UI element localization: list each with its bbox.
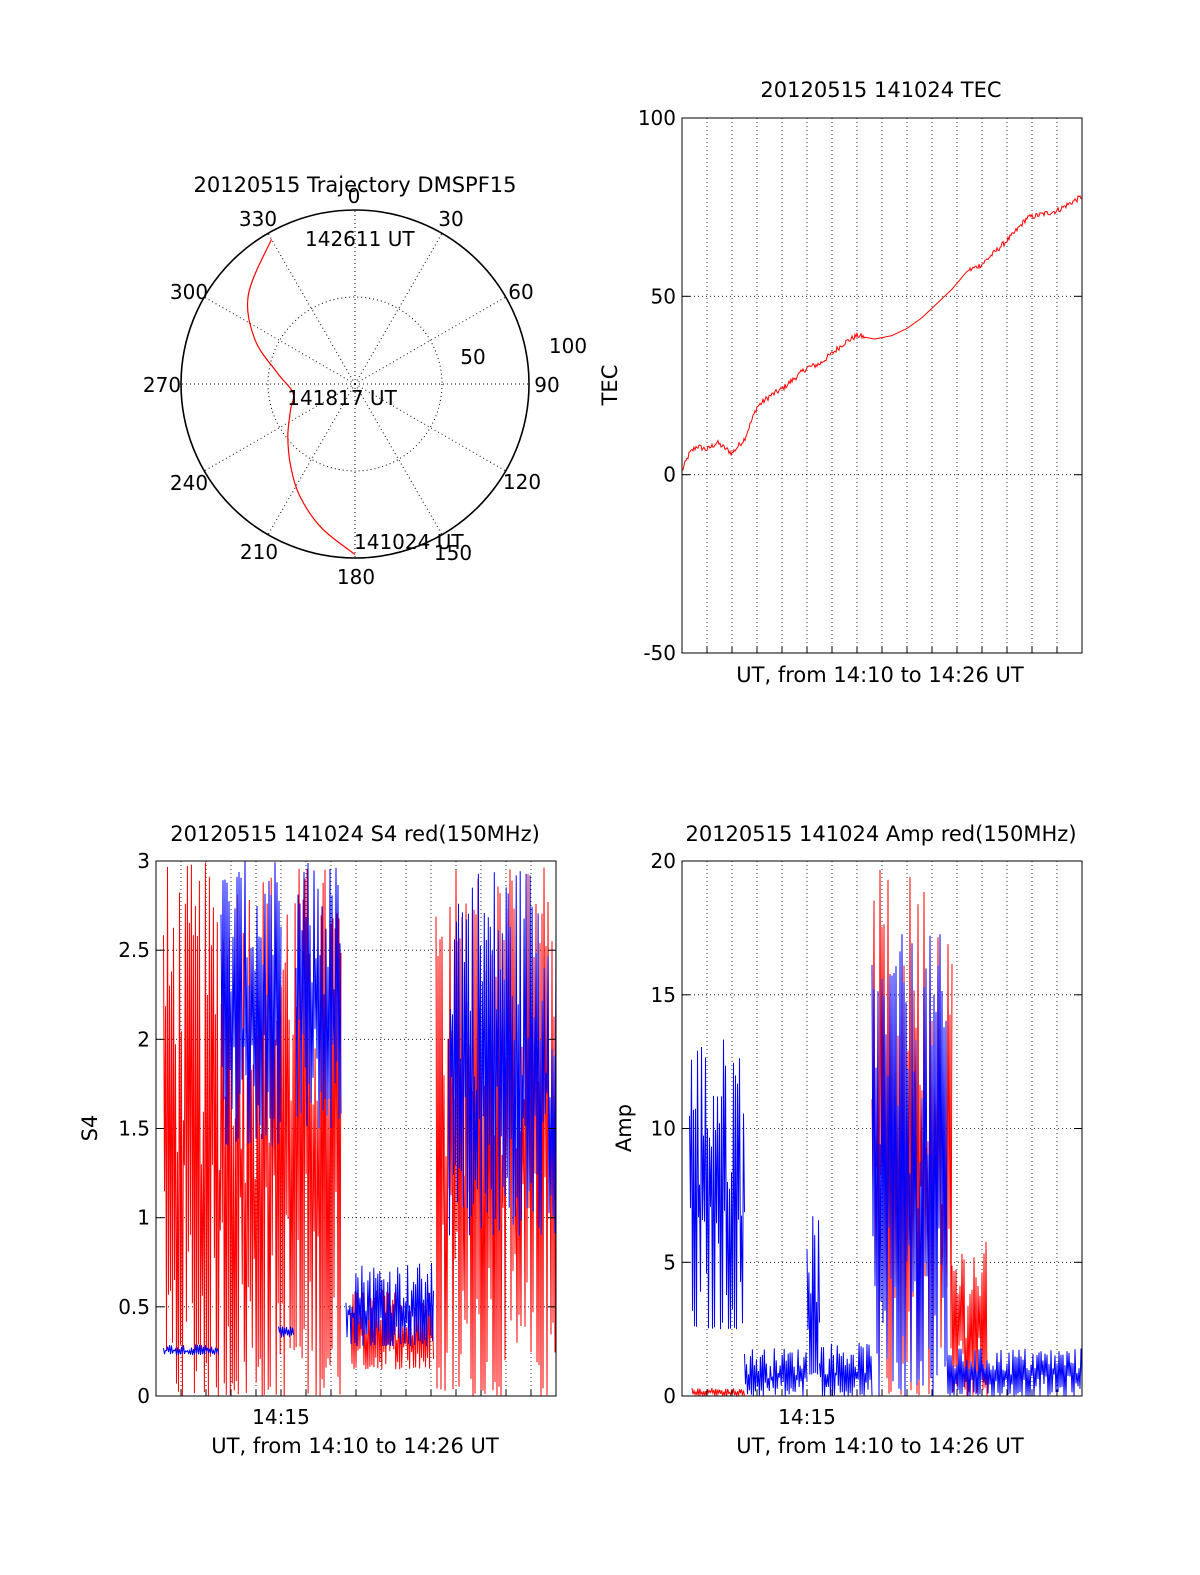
amp-ticks: 20 15 10 5 0 14:15	[651, 849, 1082, 1429]
polar-grid	[180, 209, 530, 559]
trajectory-title: 20120515 Trajectory DMSPF15	[193, 173, 516, 197]
tec-panel: 20120515 141024 TEC 100 50 0 -50 UT, from 1…	[598, 78, 1083, 687]
azimuth-label-240: 240	[170, 471, 208, 495]
polar-outer-ring	[180, 209, 530, 559]
tec-ytick-label-1: 50	[651, 284, 676, 308]
amp-ytick-label-4: 0	[663, 1384, 676, 1408]
azimuth-label-210: 210	[240, 540, 278, 564]
amp-segment-1	[689, 1039, 745, 1330]
azimuth-label-0: 0	[348, 184, 361, 208]
trajectory-line	[246, 239, 356, 555]
amp-segment-8	[946, 1348, 1083, 1397]
s4-x-axis-label: UT, from 14:10 to 14:26 UT	[211, 1434, 499, 1458]
tec-y-axis-label: TEC	[598, 365, 622, 407]
tec-line	[681, 195, 1083, 471]
s4-ytick-label-2: 2	[137, 1027, 150, 1051]
polar-ring-50	[267, 296, 443, 472]
azimuth-label-60: 60	[508, 280, 533, 304]
tec-ytick-label-2: 0	[663, 463, 676, 487]
azimuth-label-30: 30	[438, 207, 463, 231]
tec-ytick-label-3: -50	[643, 641, 676, 665]
tec-grid	[682, 118, 1082, 653]
azimuth-label-150: 150	[434, 541, 472, 565]
azimuth-label-120: 120	[503, 470, 541, 494]
azimuth-label-330: 330	[239, 207, 277, 231]
s4-segment-0	[163, 862, 342, 1397]
trajectory-annotation-2: 141024 UT	[354, 530, 464, 554]
trajectory-annotation-1: 141817 UT	[287, 386, 397, 410]
s4-panel: 20120515 141024 S4 red(150MHz) 3 2.5 2 1.5 1…	[78, 822, 557, 1458]
tec-x-axis-label: UT, from 14:10 to 14:26 UT	[736, 663, 1024, 687]
s4-segment-7	[435, 867, 557, 1397]
amp-series	[689, 869, 1083, 1398]
s4-title: 20120515 141024 S4 red(150MHz)	[170, 822, 540, 846]
radial-label-100: 100	[549, 334, 587, 358]
s4-ticks: 3 2.5 2 1.5 1 0.5 0 14:15	[118, 849, 556, 1429]
radial-label-50: 50	[460, 345, 485, 369]
amp-title: 20120515 141024 Amp red(150MHz)	[685, 822, 1076, 846]
amp-ytick-label-1: 15	[651, 983, 676, 1007]
s4-ytick-label-5: 0.5	[118, 1295, 150, 1319]
azimuth-label-300: 300	[170, 280, 208, 304]
s4-ytick-label-3: 1.5	[118, 1117, 150, 1141]
polar-series	[246, 239, 356, 555]
amp-ytick-label-2: 10	[651, 1117, 676, 1141]
tec-series	[681, 195, 1083, 471]
s4-ytick-label-1: 2.5	[118, 938, 150, 962]
s4-segment-6	[345, 1262, 434, 1347]
amp-xtick-label-0: 14:15	[778, 1405, 836, 1429]
amp-segment-2	[744, 1348, 808, 1396]
amp-segment-0	[691, 1388, 745, 1398]
trajectory-panel: 20120515 Trajectory DMSPF15 0 30 60 90 120 15…	[143, 173, 587, 589]
amp-x-axis-label: UT, from 14:10 to 14:26 UT	[736, 1434, 1024, 1458]
s4-segment-2	[220, 861, 282, 1147]
amp-ytick-label-3: 5	[663, 1250, 676, 1274]
s4-series	[163, 861, 557, 1397]
s4-ytick-label-6: 0	[137, 1384, 150, 1408]
azimuth-label-270: 270	[143, 373, 181, 397]
polar-labels: 0 30 60 90 120 150 180 210 240 270 300 330 50 100 1426…	[143, 184, 587, 589]
amp-panel: 20120515 141024 Amp red(150MHz) 20 15 10 5 0…	[612, 822, 1083, 1458]
s4-y-axis-label: S4	[78, 1115, 102, 1142]
s4-segment-4	[295, 862, 342, 1129]
amp-ytick-label-0: 20	[651, 849, 676, 873]
azimuth-label-90: 90	[534, 373, 559, 397]
amp-segment-3	[806, 1216, 820, 1375]
s4-segment-1	[163, 1344, 219, 1356]
s4-xtick-label-0: 14:15	[252, 1405, 310, 1429]
s4-segment-3	[278, 1326, 294, 1338]
amp-segment-4	[819, 1342, 873, 1397]
s4-ytick-label-0: 3	[137, 849, 150, 873]
amp-y-axis-label: Amp	[612, 1104, 636, 1152]
tec-title: 20120515 141024 TEC	[760, 78, 1001, 102]
tec-ytick-label-0: 100	[638, 106, 676, 130]
s4-ytick-label-4: 1	[137, 1206, 150, 1230]
azimuth-label-180: 180	[337, 565, 375, 589]
trajectory-annotation-0: 142611 UT	[305, 227, 415, 251]
tec-ticks: 100 50 0 -50	[638, 106, 1082, 665]
amp-segment-6	[871, 934, 948, 1397]
s4-segment-8	[448, 871, 557, 1236]
